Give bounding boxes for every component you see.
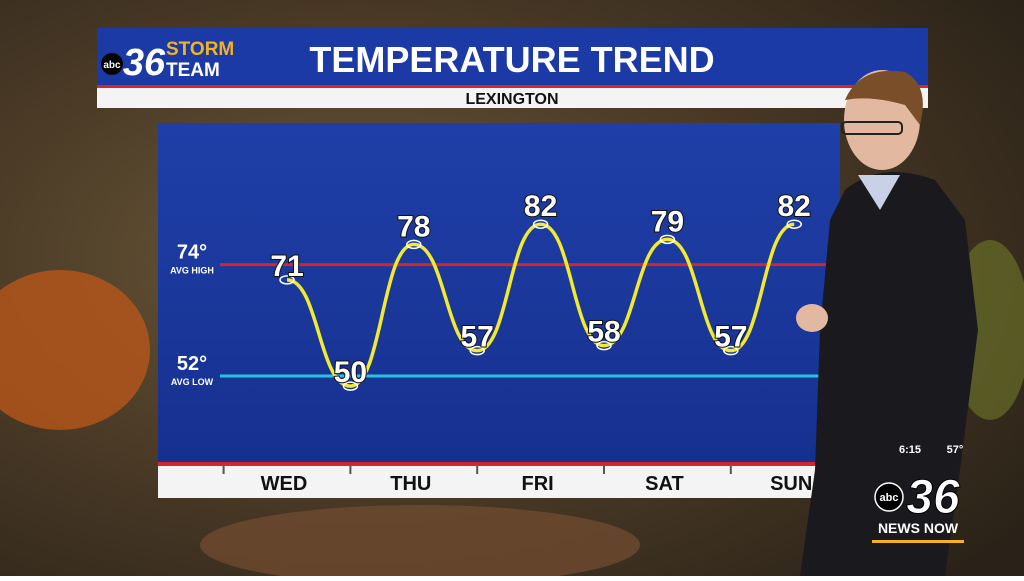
value-label: 82: [778, 190, 811, 223]
reference-value: 74°: [177, 242, 207, 264]
bug-text: NEWS NOW: [878, 520, 959, 536]
point-marker: [469, 345, 485, 356]
x-tick-label: WED: [261, 473, 308, 495]
logo-storm: STORM: [166, 39, 234, 60]
logo-number: 36: [123, 42, 166, 84]
logo-network: abc: [103, 60, 121, 71]
chart-subtitle: LEXINGTON: [465, 91, 558, 108]
value-label: 79: [651, 205, 684, 238]
point-marker: [723, 345, 739, 356]
current-temp: 57°: [947, 444, 964, 456]
bug-badge: [874, 482, 904, 512]
leaf: [0, 270, 150, 430]
value-label: 71: [270, 250, 303, 283]
header-bar: [97, 28, 928, 86]
x-tick-label: SUN: [770, 473, 812, 495]
temperature-line: [286, 222, 795, 388]
presenter: [796, 70, 978, 576]
point-marker: [659, 234, 676, 245]
point-marker: [406, 239, 422, 250]
axis-rule: [158, 462, 840, 466]
reference-name: AVG LOW: [171, 377, 214, 387]
x-tick-label: THU: [390, 473, 431, 495]
x-tick-label: FRI: [521, 473, 553, 495]
subtitle-bar: [97, 88, 928, 108]
day-bar: [158, 466, 840, 498]
value-label: 78: [397, 210, 430, 243]
point-marker: [786, 219, 802, 229]
x-tick-label: SAT: [645, 473, 684, 495]
header-rule: [97, 85, 928, 88]
point-marker: [532, 219, 549, 229]
leaf: [200, 505, 640, 581]
bug-network: abc: [880, 492, 899, 504]
chart-title: TEMPERATURE TREND: [309, 39, 714, 80]
value-label: 58: [587, 316, 620, 349]
point-marker: [596, 340, 612, 351]
value-label: 50: [334, 356, 367, 389]
value-label: 57: [714, 321, 747, 354]
reference-value: 52°: [177, 353, 207, 375]
bug-number: 36: [906, 471, 960, 524]
value-label: 82: [524, 190, 557, 223]
plot-area: [158, 123, 840, 463]
logo-team: TEAM: [166, 60, 220, 81]
point-marker: [279, 275, 295, 285]
point-marker: [342, 381, 359, 391]
logo-badge: [101, 53, 123, 75]
value-label: 57: [461, 321, 494, 354]
bug-rule: [872, 540, 964, 543]
chart: 74° AVG HIGH 52° AVG LOW WED THU FRI SAT SUN 71 50…: [170, 189, 840, 495]
time: 6:15: [899, 444, 921, 456]
reference-name: AVG HIGH: [170, 266, 214, 276]
